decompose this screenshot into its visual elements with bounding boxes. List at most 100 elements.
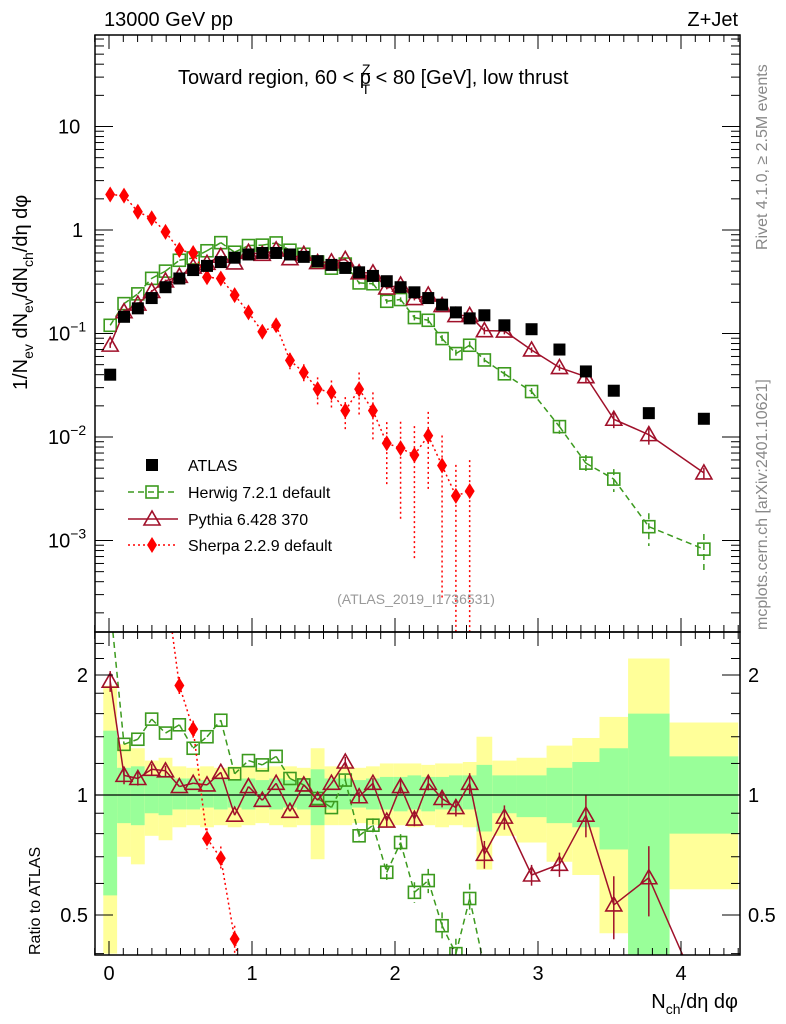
herwig-line <box>112 632 125 745</box>
sherpa-point <box>243 304 254 321</box>
herwig-point <box>172 718 187 732</box>
herwig-point <box>352 829 366 843</box>
pythia-point <box>418 773 438 791</box>
header-right: Z+Jet <box>687 9 738 31</box>
herwig-line <box>137 277 153 295</box>
pythia-point <box>280 801 300 819</box>
herwig-line <box>503 373 532 393</box>
sherpa-point <box>105 186 116 203</box>
herwig-point <box>379 865 394 880</box>
herwig-point <box>477 353 492 367</box>
ratio-y-tick-label-right: 2 <box>748 665 759 687</box>
herwig-line <box>220 720 236 775</box>
pythia-point <box>308 790 327 808</box>
herwig-point <box>131 287 145 301</box>
pythia-point <box>114 765 134 783</box>
herwig-point <box>421 873 436 888</box>
stat-uncertainty-band <box>241 778 256 810</box>
atlas-point <box>283 248 296 261</box>
pythia-point <box>639 868 659 885</box>
herwig-line <box>483 359 505 375</box>
herwig-point <box>407 310 422 325</box>
sherpa-point <box>367 402 378 419</box>
herwig-line <box>414 316 429 322</box>
x-tick-label: 4 <box>675 963 686 985</box>
herwig-line <box>234 760 249 775</box>
stat-uncertainty-band <box>186 778 201 810</box>
atlas-point <box>256 246 269 259</box>
herwig-line <box>441 925 457 954</box>
pythia-line <box>247 786 263 801</box>
stat-uncertainty-band <box>407 775 422 810</box>
herwig-line <box>192 736 208 749</box>
herwig-line <box>179 257 194 262</box>
atlas-point <box>339 261 352 274</box>
x-axis-label: Nch/dη dφ <box>651 991 738 1017</box>
pythia-point <box>446 797 466 815</box>
pythia-point <box>377 811 397 828</box>
sherpa-line <box>413 435 429 456</box>
sherpa-point <box>437 457 448 474</box>
herwig-line <box>441 338 457 355</box>
atlas-point <box>104 368 117 381</box>
stat-uncertainty-band <box>421 776 436 812</box>
sherpa-legend-marker <box>147 537 157 553</box>
sherpa-point <box>215 270 226 287</box>
herwig-line <box>468 898 483 955</box>
herwig-line <box>275 755 291 779</box>
herwig-line <box>530 391 561 428</box>
pythia-line <box>613 877 650 906</box>
atlas-point <box>353 266 366 279</box>
pythia-point <box>183 773 203 791</box>
pythia-point <box>522 865 541 882</box>
pythia-point <box>391 776 410 794</box>
herwig-point <box>158 264 173 278</box>
sherpa-point <box>423 427 434 444</box>
pythia-line <box>109 681 125 776</box>
pythia-line <box>123 774 139 780</box>
sherpa-line <box>303 372 319 390</box>
pythia-point <box>294 775 314 792</box>
legend-item-atlas: ATLAS <box>146 458 238 475</box>
herwig-line <box>151 270 166 280</box>
herwig-point <box>338 773 353 787</box>
ratio-y-tick-label-left: 2 <box>77 665 88 687</box>
herwig-line <box>262 242 277 246</box>
stat-uncertainty-band <box>227 780 242 808</box>
x-tick-label: 0 <box>103 963 114 985</box>
sherpa-line <box>192 728 208 839</box>
sherpa-line <box>441 465 457 497</box>
herwig-point <box>366 818 380 832</box>
herwig-line <box>427 319 443 340</box>
pythia-point <box>604 895 624 912</box>
atlas-point <box>270 246 283 259</box>
sherpa-point <box>188 721 199 738</box>
atlas-point <box>214 256 227 269</box>
pythia-point <box>100 335 120 352</box>
pythia-line <box>585 376 615 420</box>
herwig-point <box>227 767 242 781</box>
sherpa-point <box>464 483 475 500</box>
atlas-point <box>242 248 255 261</box>
sherpa-point <box>229 931 240 948</box>
pythia-point <box>349 787 369 804</box>
herwig-line <box>123 738 139 746</box>
atlas-point <box>173 272 186 285</box>
herwig-point <box>241 753 256 768</box>
herwig-line <box>413 880 429 893</box>
herwig-point <box>269 749 283 764</box>
sherpa-line <box>220 278 236 296</box>
pythia-point <box>474 321 494 338</box>
herwig-line <box>206 719 222 738</box>
herwig-point <box>642 519 656 534</box>
herwig-line <box>585 462 615 480</box>
sherpa-line <box>275 325 291 361</box>
atlas-point <box>498 319 511 332</box>
atlas-point <box>394 281 407 294</box>
herwig-point <box>435 918 449 933</box>
herwig-point <box>524 384 539 399</box>
pythia-point <box>225 805 245 822</box>
atlas-point <box>642 407 655 420</box>
pythia-point <box>474 844 494 862</box>
